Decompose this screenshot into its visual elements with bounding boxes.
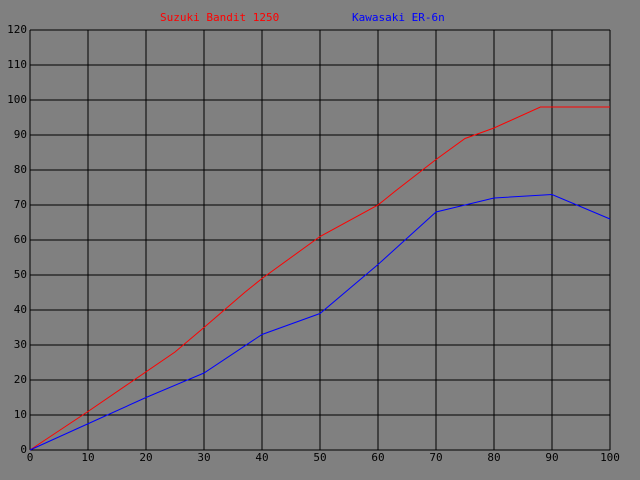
y-tick-label: 50	[14, 268, 27, 281]
y-tick-label: 0	[20, 443, 27, 456]
x-tick-label: 100	[600, 451, 620, 464]
legend-label: Kawasaki ER-6n	[352, 11, 445, 24]
y-tick-label: 90	[14, 128, 27, 141]
y-tick-label: 20	[14, 373, 27, 386]
x-tick-label: 30	[197, 451, 210, 464]
x-tick-label: 20	[139, 451, 152, 464]
y-tick-label: 10	[14, 408, 27, 421]
y-tick-label: 80	[14, 163, 27, 176]
y-tick-label: 110	[7, 58, 27, 71]
y-tick-label: 100	[7, 93, 27, 106]
x-tick-label: 80	[487, 451, 500, 464]
y-tick-label: 120	[7, 23, 27, 36]
x-tick-label: 60	[371, 451, 384, 464]
y-tick-label: 70	[14, 198, 27, 211]
x-tick-label: 90	[545, 451, 558, 464]
x-tick-label: 0	[27, 451, 34, 464]
series-line	[29, 193, 611, 451]
legend-label: Suzuki Bandit 1250	[160, 11, 279, 24]
y-tick-label: 40	[14, 303, 27, 316]
x-tick-label: 40	[255, 451, 268, 464]
y-tick-label: 30	[14, 338, 27, 351]
y-tick-label: 60	[14, 233, 27, 246]
x-tick-label: 10	[81, 451, 94, 464]
x-tick-label: 70	[429, 451, 442, 464]
x-tick-label: 50	[313, 451, 326, 464]
series-line	[29, 106, 610, 451]
